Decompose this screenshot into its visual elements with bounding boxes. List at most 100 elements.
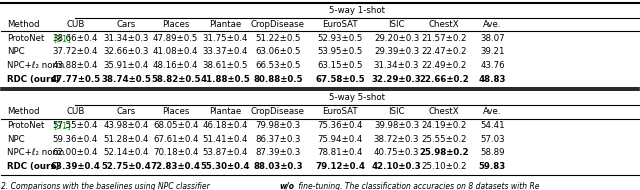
Text: 47.77±0.5: 47.77±0.5 (51, 75, 100, 84)
Text: RDC (ours): RDC (ours) (7, 75, 60, 84)
Text: 70.18±0.4: 70.18±0.4 (153, 148, 198, 157)
Text: [31]: [31] (54, 34, 72, 43)
Text: ISIC: ISIC (388, 20, 405, 29)
Text: [31]: [31] (54, 121, 72, 130)
Text: 63.39±0.4: 63.39±0.4 (51, 162, 100, 171)
Text: 40.75±0.3: 40.75±0.3 (374, 148, 419, 157)
Text: 68.05±0.4: 68.05±0.4 (153, 121, 198, 130)
Text: 25.10±0.2: 25.10±0.2 (421, 162, 467, 171)
Text: 31.34±0.3: 31.34±0.3 (104, 34, 149, 43)
Text: CropDisease: CropDisease (251, 107, 305, 116)
Text: 67.61±0.4: 67.61±0.4 (153, 135, 198, 144)
Text: 86.37±0.3: 86.37±0.3 (255, 135, 301, 144)
Text: Method: Method (7, 20, 40, 29)
Text: 48.16±0.4: 48.16±0.4 (153, 61, 198, 70)
Text: Ave.: Ave. (483, 107, 502, 116)
Text: 52.14±0.4: 52.14±0.4 (104, 148, 149, 157)
Text: 22.47±0.2: 22.47±0.2 (421, 48, 467, 56)
Text: 75.36±0.4: 75.36±0.4 (317, 121, 363, 130)
Text: 66.53±0.5: 66.53±0.5 (255, 61, 301, 70)
Text: 58.89: 58.89 (480, 148, 505, 157)
Text: 80.88±0.5: 80.88±0.5 (253, 75, 303, 84)
Text: Ave.: Ave. (483, 20, 502, 29)
Text: Plantae: Plantae (209, 107, 242, 116)
Text: EuroSAT: EuroSAT (323, 107, 358, 116)
Text: 41.88±0.5: 41.88±0.5 (200, 75, 250, 84)
Text: 38.72±0.3: 38.72±0.3 (374, 135, 419, 144)
Text: NPC+ℓ₂ norm: NPC+ℓ₂ norm (7, 61, 65, 70)
Text: 55.30±0.4: 55.30±0.4 (201, 162, 250, 171)
Text: 46.18±0.4: 46.18±0.4 (203, 121, 248, 130)
Text: 47.89±0.5: 47.89±0.5 (153, 34, 198, 43)
Text: Cars: Cars (117, 20, 136, 29)
Text: 52.75±0.4: 52.75±0.4 (102, 162, 152, 171)
Text: 24.19±0.2: 24.19±0.2 (421, 121, 467, 130)
Text: Method: Method (7, 107, 40, 116)
Text: 43.88±0.4: 43.88±0.4 (52, 61, 98, 70)
Text: 79.12±0.4: 79.12±0.4 (316, 162, 365, 171)
Text: 88.03±0.3: 88.03±0.3 (253, 162, 303, 171)
Text: 51.28±0.4: 51.28±0.4 (104, 135, 149, 144)
Text: Places: Places (162, 20, 189, 29)
Text: 5-way 1-shot: 5-way 1-shot (330, 6, 385, 15)
Text: 54.41: 54.41 (480, 121, 505, 130)
Text: ProtoNet: ProtoNet (7, 34, 44, 43)
Text: 38.74±0.5: 38.74±0.5 (102, 75, 152, 84)
Text: ChestX: ChestX (429, 20, 460, 29)
Text: NPC+ℓ₂ norm: NPC+ℓ₂ norm (7, 148, 65, 157)
Text: ProtoNet: ProtoNet (7, 121, 44, 130)
Text: 51.22±0.5: 51.22±0.5 (255, 34, 301, 43)
Text: 32.66±0.3: 32.66±0.3 (104, 48, 149, 56)
Text: 2. Comparisons with the baselines using NPC classifier: 2. Comparisons with the baselines using … (1, 182, 212, 190)
Text: 48.83: 48.83 (479, 75, 506, 84)
Text: 42.10±0.3: 42.10±0.3 (372, 162, 422, 171)
Text: 31.34±0.3: 31.34±0.3 (374, 61, 419, 70)
Text: 43.76: 43.76 (480, 61, 505, 70)
Text: CUB: CUB (66, 107, 84, 116)
Text: 39.98±0.3: 39.98±0.3 (374, 121, 419, 130)
Text: 53.87±0.4: 53.87±0.4 (203, 148, 248, 157)
Text: ChestX: ChestX (429, 107, 460, 116)
Text: 58.82±0.5: 58.82±0.5 (151, 75, 200, 84)
Text: NPC: NPC (7, 48, 25, 56)
Text: 25.98±0.2: 25.98±0.2 (419, 148, 468, 157)
Text: 52.93±0.5: 52.93±0.5 (317, 34, 363, 43)
Text: 39.21: 39.21 (480, 48, 505, 56)
Text: 62.00±0.4: 62.00±0.4 (52, 148, 98, 157)
Text: 51.41±0.4: 51.41±0.4 (203, 135, 248, 144)
Text: 25.55±0.2: 25.55±0.2 (421, 135, 467, 144)
Text: RDC (ours): RDC (ours) (7, 162, 60, 171)
Text: 29.39±0.3: 29.39±0.3 (374, 48, 419, 56)
Text: 75.94±0.4: 75.94±0.4 (317, 135, 363, 144)
Text: 72.83±0.4: 72.83±0.4 (150, 162, 201, 171)
Text: 87.39±0.3: 87.39±0.3 (255, 148, 301, 157)
Text: 22.49±0.2: 22.49±0.2 (421, 61, 467, 70)
Text: 78.81±0.4: 78.81±0.4 (317, 148, 363, 157)
Text: ISIC: ISIC (388, 107, 405, 116)
Text: 38.61±0.5: 38.61±0.5 (203, 61, 248, 70)
Text: Places: Places (162, 107, 189, 116)
Text: 57.03: 57.03 (480, 135, 505, 144)
Text: 53.95±0.5: 53.95±0.5 (317, 48, 363, 56)
Text: CUB: CUB (66, 20, 84, 29)
Text: Cars: Cars (117, 107, 136, 116)
Text: 22.66±0.2: 22.66±0.2 (419, 75, 468, 84)
Text: 63.06±0.5: 63.06±0.5 (255, 48, 301, 56)
Text: 33.37±0.4: 33.37±0.4 (203, 48, 248, 56)
Text: 21.57±0.2: 21.57±0.2 (421, 34, 467, 43)
Text: CropDisease: CropDisease (251, 20, 305, 29)
Text: 29.20±0.3: 29.20±0.3 (374, 34, 419, 43)
Text: fine-tuning. The classification accuracies on 8 datasets with Re: fine-tuning. The classification accuraci… (296, 182, 540, 190)
Text: Plantae: Plantae (209, 20, 242, 29)
Text: 32.29±0.3: 32.29±0.3 (372, 75, 422, 84)
Text: 38.66±0.4: 38.66±0.4 (52, 34, 98, 43)
Text: 38.07: 38.07 (480, 34, 505, 43)
Text: 67.58±0.5: 67.58±0.5 (316, 75, 365, 84)
Text: w/o: w/o (279, 182, 294, 190)
Text: NPC: NPC (7, 135, 25, 144)
Text: 63.15±0.5: 63.15±0.5 (317, 61, 363, 70)
Text: 59.83: 59.83 (479, 162, 506, 171)
Text: 79.98±0.3: 79.98±0.3 (255, 121, 300, 130)
Text: 59.36±0.4: 59.36±0.4 (52, 135, 98, 144)
Text: 37.72±0.4: 37.72±0.4 (52, 48, 98, 56)
